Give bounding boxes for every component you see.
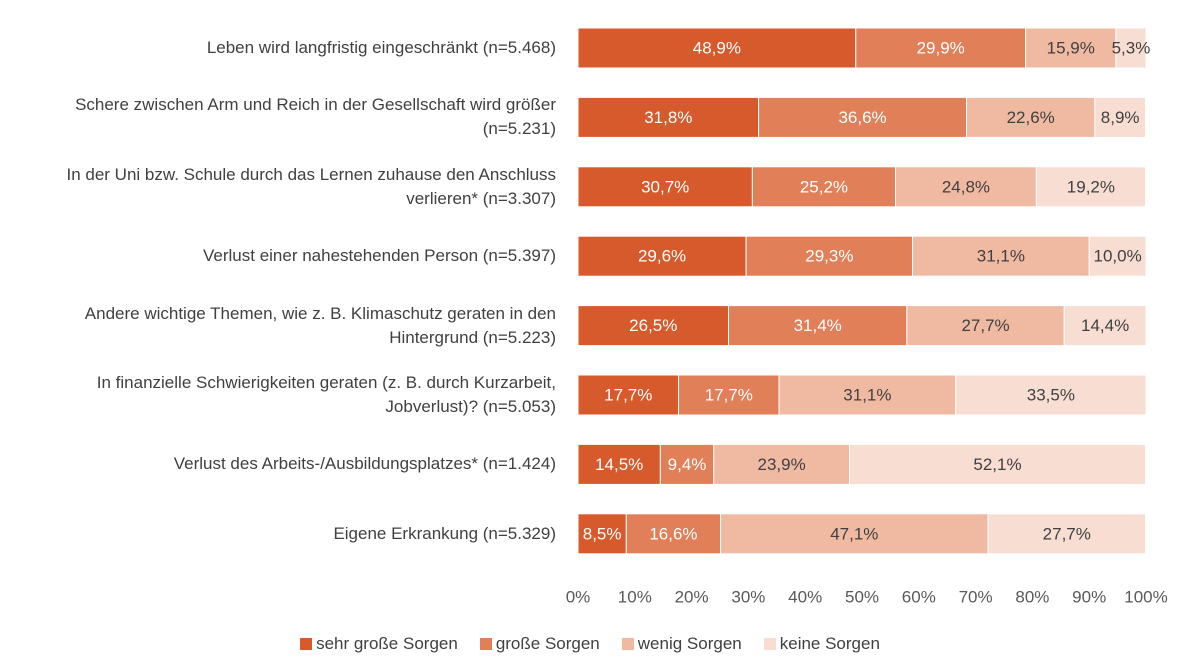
x-tick-label: 80% (1015, 587, 1049, 606)
data-label: 30,7% (641, 177, 689, 196)
category-label: Schere zwischen Arm und Reich in der Ges… (75, 95, 556, 139)
legend-label: sehr große Sorgen (316, 634, 458, 653)
data-label: 17,7% (604, 385, 652, 404)
data-label: 19,2% (1067, 177, 1115, 196)
category-label: Verlust einer nahestehenden Person (n=5.… (203, 246, 556, 266)
category-label: In finanzielle Schwierigkeiten geraten (… (96, 373, 556, 416)
bar-segment (745, 235, 914, 277)
data-label: 33,5% (1027, 385, 1075, 404)
x-tick-label: 20% (675, 587, 709, 606)
bar-segment (966, 96, 1096, 138)
data-label: 26,5% (629, 316, 677, 335)
bar-segment (1094, 96, 1146, 138)
data-label: 14,5% (595, 455, 643, 474)
bar-segment (955, 374, 1147, 416)
data-label: 27,7% (961, 316, 1009, 335)
x-tick-label: 70% (959, 587, 993, 606)
data-label: 8,5% (583, 524, 622, 543)
data-label: 16,6% (649, 524, 697, 543)
data-label: 27,7% (1043, 524, 1091, 543)
x-tick-label: 60% (902, 587, 936, 606)
bar-segment (1025, 27, 1117, 69)
bar-segment (751, 166, 897, 208)
data-label: 10,0% (1093, 247, 1141, 266)
legend: sehr große Sorgen große Sorgen wenig Sorge… (0, 634, 1180, 654)
category-label: Eigene Erkrankung (n=5.329) (333, 523, 556, 543)
legend-item: große Sorgen (479, 634, 600, 654)
x-tick-label: 10% (618, 587, 652, 606)
data-label: 31,4% (794, 316, 842, 335)
x-tick-label: 90% (1072, 587, 1106, 606)
category-label: Andere wichtige Themen, wie z. B. Klimas… (84, 303, 556, 347)
category-label: Leben wird langfristig eingeschränkt (n=… (206, 38, 556, 57)
bar-segment (1088, 235, 1147, 277)
bar-segment (912, 235, 1090, 277)
data-label: 36,6% (838, 108, 886, 127)
bar-segment (1063, 305, 1147, 347)
legend-label: keine Sorgen (779, 634, 880, 653)
data-label: 22,6% (1007, 108, 1055, 127)
bar-segment (987, 513, 1146, 555)
data-label: 29,9% (917, 38, 965, 57)
legend-item: keine Sorgen (763, 634, 880, 654)
bar-segment (577, 374, 680, 416)
bar-segment (855, 27, 1027, 69)
data-label: 48,9% (693, 38, 741, 57)
x-tick-label: 100% (1124, 587, 1167, 606)
bar-segment (577, 443, 661, 485)
bar-segment (1035, 166, 1146, 208)
x-tick-label: 50% (845, 587, 879, 606)
bar-segment (577, 235, 747, 277)
bar-segment (577, 305, 730, 347)
data-label: 24,8% (942, 177, 990, 196)
data-label: 31,1% (977, 247, 1025, 266)
bar-segment (577, 166, 753, 208)
legend-label: große Sorgen (495, 634, 600, 653)
legend-swatch (621, 638, 634, 650)
bar-segment (895, 166, 1037, 208)
legend-label: wenig Sorgen (637, 634, 742, 653)
legend-swatch (479, 638, 492, 650)
data-label: 52,1% (973, 455, 1021, 474)
legend-swatch (763, 638, 776, 650)
legend-item: wenig Sorgen (621, 634, 742, 654)
data-label: 29,6% (638, 247, 686, 266)
category-label: Verlust des Arbeits-/Ausbildungsplatzes*… (173, 454, 556, 474)
bar-segment (720, 513, 989, 555)
category-label: In der Uni bzw. Schule durch das Lernen … (66, 164, 556, 208)
x-tick-label: 0% (566, 587, 591, 606)
x-tick-label: 30% (731, 587, 765, 606)
bar-segment (758, 96, 968, 138)
data-label: 31,8% (644, 108, 692, 127)
data-label: 47,1% (830, 524, 878, 543)
legend-item: sehr große Sorgen (300, 634, 458, 654)
data-label: 14,4% (1081, 316, 1129, 335)
data-label: 9,4% (668, 455, 707, 474)
data-label: 8,9% (1101, 108, 1140, 127)
data-label: 25,2% (800, 177, 848, 196)
bar-segment (778, 374, 957, 416)
data-label: 17,7% (705, 385, 753, 404)
data-label: 15,9% (1047, 38, 1095, 57)
data-label: 31,1% (843, 385, 891, 404)
x-tick-label: 40% (788, 587, 822, 606)
data-label: 29,3% (805, 247, 853, 266)
data-label: 5,3% (1112, 38, 1151, 57)
legend-swatch (300, 638, 313, 650)
bar-segment (1115, 27, 1147, 69)
bar-segment (728, 305, 908, 347)
bar-segment (906, 305, 1065, 347)
bar-segment (849, 443, 1146, 485)
data-label: 23,9% (758, 455, 806, 474)
bar-segment (659, 443, 715, 485)
